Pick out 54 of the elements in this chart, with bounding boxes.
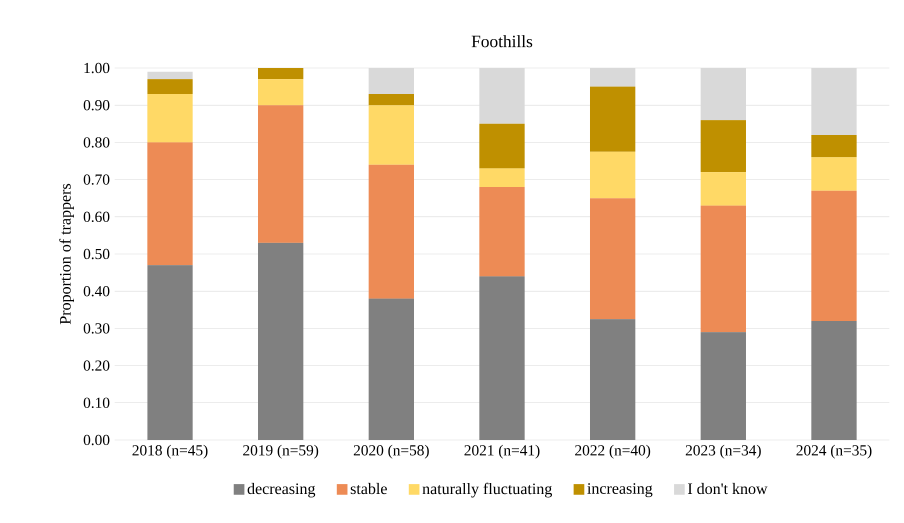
y-tick-label: 0.70 [84, 174, 110, 185]
y-tick-label: 0.60 [84, 212, 110, 222]
bar [258, 243, 304, 440]
bar [479, 276, 525, 440]
bar [368, 94, 414, 106]
x-tick-label: 2020 (n=58) [354, 444, 429, 459]
y-tick-label: 0.90 [84, 100, 110, 111]
chart-title: Foothills [472, 35, 532, 48]
bar [258, 68, 304, 80]
x-tick-label: 2024 (n=35) [796, 444, 872, 459]
bar [147, 142, 193, 266]
x-tick-label: 2019 (n=59) [243, 444, 318, 459]
bar [368, 298, 414, 440]
x-tick-label: 2022 (n=40) [575, 444, 650, 459]
bar [700, 172, 746, 206]
y-tick-label: 0.30 [84, 323, 110, 334]
bar [479, 168, 525, 188]
y-tick-label: 0.20 [84, 360, 110, 371]
bar [590, 319, 636, 440]
bar [258, 105, 304, 244]
legend-label: increasing [587, 483, 652, 498]
bar [590, 86, 636, 152]
legend-label: naturally fluctuating [422, 482, 552, 498]
bar [147, 72, 193, 80]
y-tick-label: 0.40 [84, 286, 110, 297]
bar [811, 321, 857, 440]
x-tick-label: 2023 (n=34) [686, 444, 761, 459]
bar [700, 120, 746, 172]
bar [700, 206, 746, 332]
y-axis-title: Proportion of trappers [59, 184, 74, 324]
legend-label: stable [350, 483, 387, 494]
bar [811, 190, 857, 322]
bar [700, 332, 746, 440]
bar [258, 79, 304, 106]
y-tick-label: 1.00 [84, 62, 110, 74]
bar [147, 79, 193, 94]
bar [147, 94, 193, 143]
bar [590, 198, 636, 320]
y-tick-label: 0.50 [84, 248, 110, 260]
y-tick-label: 0.00 [84, 434, 110, 446]
bar [479, 124, 525, 169]
bar [811, 157, 857, 191]
bar [479, 187, 525, 276]
y-tick-label: 0.10 [84, 398, 110, 408]
bar [147, 265, 193, 440]
bar [368, 105, 414, 165]
bar [811, 135, 857, 158]
bar [590, 152, 636, 198]
bar [368, 164, 414, 299]
legend-label: I don't know [688, 483, 768, 494]
y-tick-label: 0.80 [84, 137, 110, 148]
x-tick-label: 2021 (n=41) [464, 444, 540, 459]
legend-label: decreasing [248, 483, 316, 498]
x-tick-label: 2018 (n=45) [132, 444, 208, 459]
